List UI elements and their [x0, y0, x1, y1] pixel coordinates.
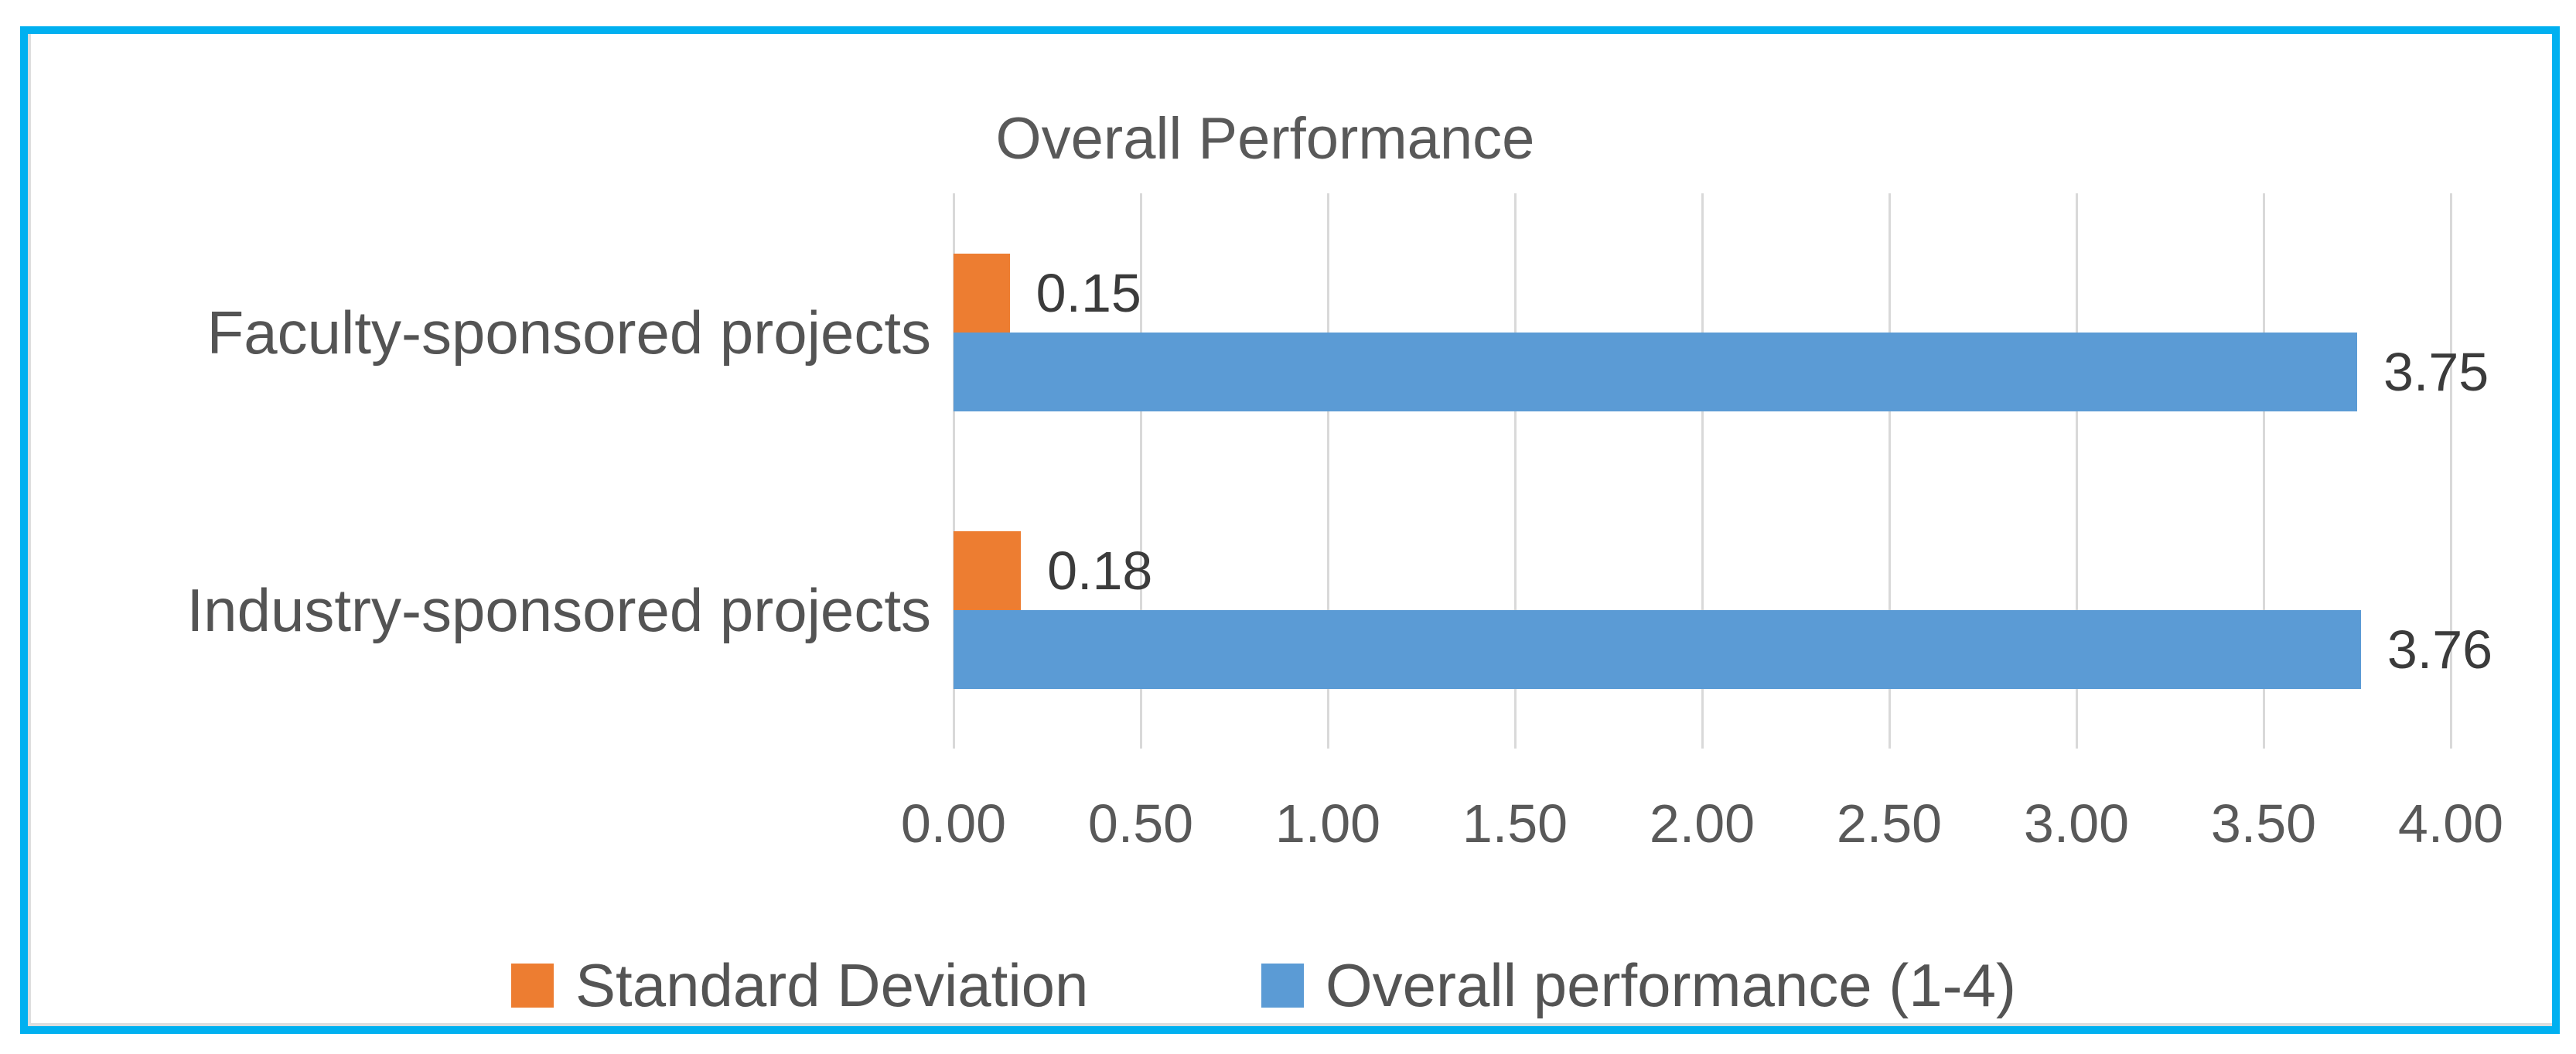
- x-axis-tick-label: 4.00: [2397, 793, 2504, 854]
- x-axis-tick-label: 0.00: [900, 793, 1007, 854]
- category-label: Industry-sponsored projects: [186, 575, 931, 644]
- category-label: Faculty-sponsored projects: [206, 298, 931, 367]
- bar-standard-deviation: [954, 530, 1022, 610]
- bar-overall-performance-1-4-: [954, 332, 2357, 411]
- gridline: [1888, 193, 1891, 749]
- gridline: [1701, 193, 1704, 749]
- gridline: [1514, 193, 1517, 749]
- gridline: [1327, 193, 1329, 749]
- legend-label: Overall performance (1-4): [1326, 950, 2016, 1019]
- legend-swatch-icon: [1261, 963, 1304, 1008]
- bar-overall-performance-1-4-: [954, 609, 2361, 689]
- chart-frame: Overall Performance Standard Deviation Ov…: [20, 26, 2560, 1034]
- legend-item: Overall performance (1-4): [1261, 941, 2016, 1029]
- data-label: 3.76: [2387, 619, 2493, 680]
- gridline: [2450, 193, 2452, 749]
- gridline: [953, 193, 955, 749]
- x-axis-tick-label: 2.50: [1836, 793, 1943, 854]
- legend-swatch-icon: [511, 963, 554, 1008]
- x-axis-tick-label: 1.50: [1462, 793, 1568, 854]
- data-label: 3.75: [2383, 341, 2489, 402]
- data-label: 0.15: [1036, 262, 1141, 323]
- x-axis-tick-label: 3.00: [2023, 793, 2130, 854]
- data-label: 0.18: [1047, 540, 1153, 601]
- x-axis-tick-label: 1.00: [1274, 793, 1381, 854]
- x-axis-tick-label: 2.00: [1649, 793, 1755, 854]
- x-axis-tick-label: 0.50: [1087, 793, 1194, 854]
- gridline: [1140, 193, 1142, 749]
- legend-label: Standard Deviation: [575, 950, 1089, 1019]
- x-axis-tick-label: 3.50: [2210, 793, 2317, 854]
- gridline: [2076, 193, 2078, 749]
- legend-item: Standard Deviation: [511, 941, 1088, 1029]
- bar-standard-deviation: [954, 253, 1010, 333]
- chart-title: Overall Performance: [995, 106, 1535, 172]
- gridline: [2263, 193, 2265, 749]
